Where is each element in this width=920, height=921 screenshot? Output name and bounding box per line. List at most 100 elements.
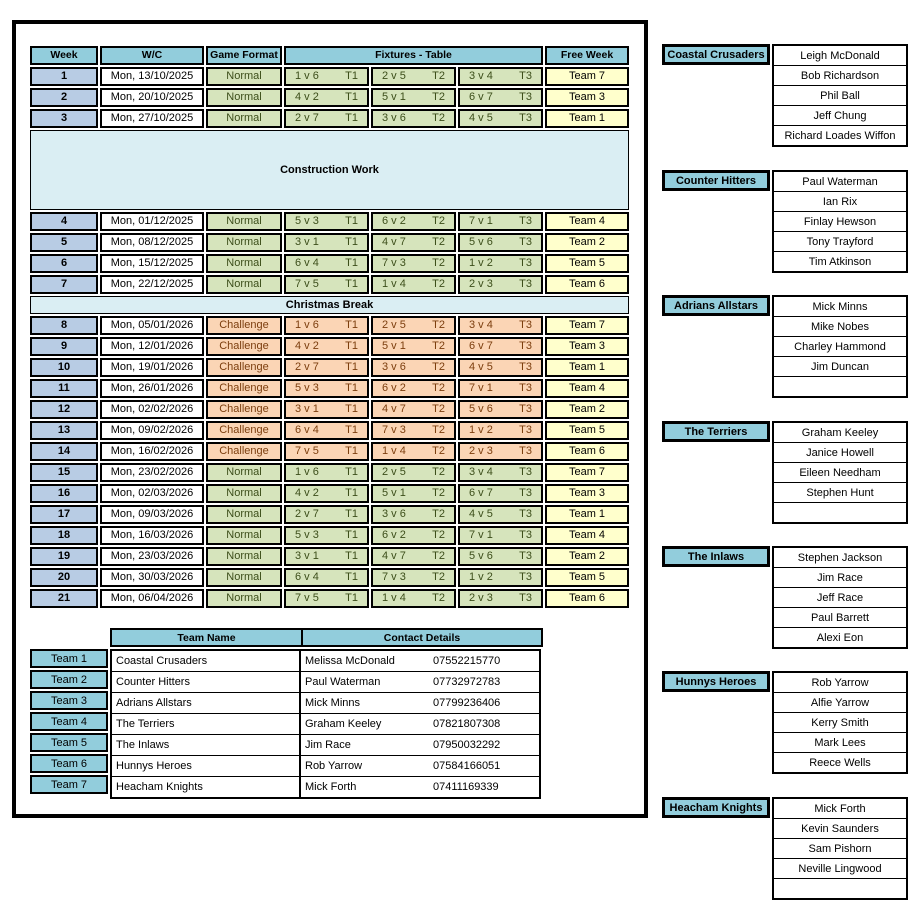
game-format-cell: Normal (206, 484, 282, 503)
fixture-cell: 6 v 4 T1 (284, 568, 369, 587)
schedule-week-row: 3 Mon, 27/10/2025 Normal 2 v 7 T1 3 v 6 T2 4 v … (30, 109, 629, 128)
team-contact-cell: Rob Yarrow 07584166051 (301, 756, 539, 776)
game-format-cell: Normal (206, 568, 282, 587)
schedule-week-row: 20 Mon, 30/03/2026 Normal 6 v 4 T1 7 v 3 T2 1 v… (30, 568, 629, 587)
game-format-cell: Normal (206, 254, 282, 273)
fixture-cell: 2 v 7 T1 (284, 505, 369, 524)
fixture-cell: 3 v 4 T3 (458, 463, 543, 482)
roster-team-header: Counter Hitters (662, 170, 770, 191)
fixture-cell: 4 v 2 T1 (284, 337, 369, 356)
free-week-cell: Team 2 (545, 233, 629, 252)
roster-player-cell: Mick Minns (774, 297, 906, 317)
fixture-table-label: T2 (432, 487, 445, 499)
roster-player-cell: Phil Ball (774, 86, 906, 106)
fixture-cell: 1 v 4 T2 (371, 275, 456, 294)
free-week-cell: Team 7 (545, 463, 629, 482)
team-contact-cell: Paul Waterman 07732972783 (301, 672, 539, 692)
fixture-table-label: T1 (345, 508, 358, 520)
main-frame: Week W/C Game Format Fixtures - Table Free W… (12, 20, 648, 818)
week-number-cell: 14 (30, 442, 98, 461)
game-format-cell: Challenge (206, 442, 282, 461)
fixture-matchup: 7 v 3 (382, 424, 406, 436)
fixture-matchup: 2 v 5 (382, 319, 406, 331)
roster-player-cell: Mike Nobes (774, 317, 906, 337)
fixture-cell: 5 v 6 T3 (458, 547, 543, 566)
fixture-matchup: 3 v 6 (382, 361, 406, 373)
contact-person: Mick Forth (305, 781, 357, 793)
fixture-matchup: 7 v 5 (295, 278, 319, 290)
contact-phone: 07799236406 (433, 697, 501, 709)
schedule-week-row: 21 Mon, 06/04/2026 Normal 7 v 5 T1 1 v 4 T2 2 v… (30, 589, 629, 608)
schedule-header-row: Week W/C Game Format Fixtures - Table Free W… (30, 46, 629, 65)
fixture-cell: 6 v 7 T3 (458, 484, 543, 503)
game-format-cell: Normal (206, 67, 282, 86)
fixture-matchup: 4 v 7 (382, 236, 406, 248)
roster-player-cell: Jeff Race (774, 588, 906, 608)
fixture-cell: 3 v 6 T2 (371, 358, 456, 377)
game-format-cell: Challenge (206, 400, 282, 419)
team-id-cell: Team 5 (30, 733, 108, 752)
fixture-matchup: 4 v 7 (382, 550, 406, 562)
fixture-cell: 7 v 5 T1 (284, 442, 369, 461)
fixture-matchup: 3 v 1 (295, 403, 319, 415)
header-game-format: Game Format (206, 46, 282, 65)
fixture-matchup: 6 v 7 (469, 487, 493, 499)
week-date-cell: Mon, 19/01/2026 (100, 358, 204, 377)
roster-player-cell: Eileen Needham (774, 463, 906, 483)
schedule-week-row: 19 Mon, 23/03/2026 Normal 3 v 1 T1 4 v 7 T2 5 v… (30, 547, 629, 566)
week-number-cell: 15 (30, 463, 98, 482)
fixture-matchup: 5 v 6 (469, 236, 493, 248)
week-number-cell: 18 (30, 526, 98, 545)
construction-work-band: Construction Work (30, 130, 629, 210)
fixture-cell: 7 v 5 T1 (284, 275, 369, 294)
fixture-cell: 6 v 7 T3 (458, 337, 543, 356)
fixture-table-label: T3 (519, 466, 532, 478)
fixture-cell: 1 v 2 T3 (458, 568, 543, 587)
roster-player-cell: Tim Atkinson (808, 255, 872, 268)
week-number-cell: 2 (30, 88, 98, 107)
fixture-table-label: T1 (345, 445, 358, 457)
game-format-cell: Normal (206, 275, 282, 294)
fixture-cell: 6 v 2 T2 (371, 212, 456, 231)
game-format-cell: Normal (206, 88, 282, 107)
roster-player-cell (774, 377, 906, 396)
roster-team-header: The Terriers (662, 421, 770, 442)
schedule-week-row: 9 Mon, 12/01/2026 Challenge 4 v 2 T1 5 v 1 T2 6… (30, 337, 629, 356)
free-week-cell: Team 1 (545, 109, 629, 128)
free-week-cell: Team 3 (545, 484, 629, 503)
free-week-cell: Team 4 (545, 212, 629, 231)
fixture-matchup: 4 v 2 (295, 340, 319, 352)
roster-player-cell: Leigh McDonald (774, 46, 906, 66)
fixture-table-label: T1 (345, 215, 358, 227)
fixture-matchup: 5 v 3 (295, 215, 319, 227)
fixture-cell: 2 v 3 T3 (458, 275, 543, 294)
team-contact-cell: Melissa McDonald 07552215770 (301, 651, 539, 671)
free-week-cell: Team 6 (545, 275, 629, 294)
roster-team-header: Hunnys Heroes (662, 671, 770, 692)
team-name-cell: Adrians Allstars (112, 693, 301, 713)
free-week-cell: Team 7 (545, 316, 629, 335)
week-date-cell: Mon, 20/10/2025 (100, 88, 204, 107)
team-row: Coastal Crusaders Melissa McDonald 0755221… (112, 651, 539, 672)
fixture-matchup: 1 v 4 (382, 278, 406, 290)
fixture-matchup: 4 v 5 (469, 112, 493, 124)
week-date-cell: Mon, 26/01/2026 (100, 379, 204, 398)
team-contact-cell: Jim Race 07950032292 (301, 735, 539, 755)
fixture-cell: 3 v 6 T2 (371, 109, 456, 128)
week-date-cell: Mon, 30/03/2026 (100, 568, 204, 587)
fixture-table-label: T1 (345, 319, 358, 331)
fixture-table-label: T3 (519, 361, 532, 373)
schedule-week-row: 14 Mon, 16/02/2026 Challenge 7 v 5 T1 1 v 4 T2… (30, 442, 629, 461)
fixture-table-label: T3 (519, 215, 532, 227)
fixture-matchup: 6 v 4 (295, 571, 319, 583)
fixture-cell: 4 v 5 T3 (458, 358, 543, 377)
fixture-matchup: 1 v 4 (382, 592, 406, 604)
fixture-matchup: 2 v 3 (469, 592, 493, 604)
fixture-cell: 5 v 3 T1 (284, 379, 369, 398)
roster-member-list: Paul Waterman Ian Rix Finlay Hewson Tony Tr… (772, 170, 908, 273)
week-date-cell: Mon, 13/10/2025 (100, 67, 204, 86)
roster-member-list: Mick Forth Kevin Saunders Sam Pishorn Nevil… (772, 797, 908, 900)
roster-player-cell: Graham Keeley (774, 423, 906, 443)
fixture-matchup: 1 v 2 (469, 571, 493, 583)
fixture-cell: 1 v 6 T1 (284, 67, 369, 86)
